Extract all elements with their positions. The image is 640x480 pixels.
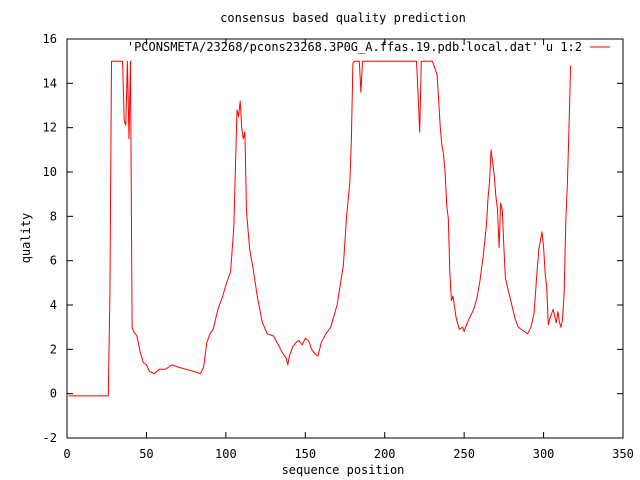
y-tick-label: 2	[50, 342, 57, 356]
y-tick-label: 6	[50, 254, 57, 268]
legend-entry-label: 'PCONSMETA/23268/pcons23268.3P0G_A.ffas.…	[127, 40, 582, 54]
x-tick-label: 50	[139, 447, 153, 461]
plot-frame	[66, 38, 624, 439]
series-line-0	[68, 60, 572, 397]
y-tick-label: -2	[43, 431, 57, 445]
chart-title: consensus based quality prediction	[220, 11, 466, 25]
series-layer	[68, 60, 572, 397]
legend: 'PCONSMETA/23268/pcons23268.3P0G_A.ffas.…	[127, 40, 610, 54]
y-tick-label: 10	[43, 165, 57, 179]
x-axis-label: sequence position	[282, 463, 405, 477]
y-tick-label: 4	[50, 298, 57, 312]
y-tick-label: 14	[43, 76, 57, 90]
x-tick-label: 150	[294, 447, 316, 461]
x-tick-label: 0	[63, 447, 70, 461]
x-tick-label: 100	[215, 447, 237, 461]
x-tick-label: 350	[612, 447, 634, 461]
x-tick-label: 300	[533, 447, 555, 461]
y-tick-label: 12	[43, 121, 57, 135]
y-tick-label: 0	[50, 387, 57, 401]
x-tick-label: 250	[453, 447, 475, 461]
axes-ticks: 0 50 100 150 200 250 300 350 -2 0 2 4 6 8 10 12 14 16	[43, 32, 634, 461]
y-tick-label: 8	[50, 209, 57, 223]
x-tick-label: 200	[374, 447, 396, 461]
y-axis-label: quality	[19, 213, 33, 264]
y-tick-label: 16	[43, 32, 57, 46]
